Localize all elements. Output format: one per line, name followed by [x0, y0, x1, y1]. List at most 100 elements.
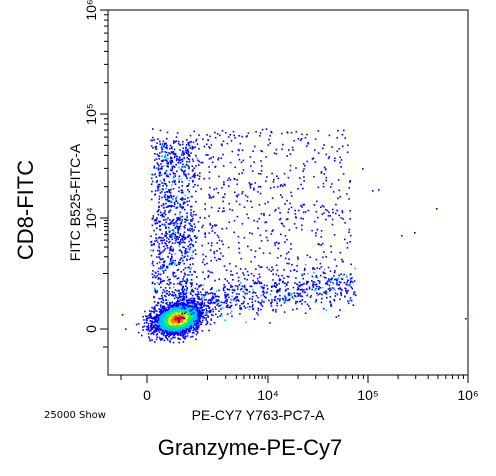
event-dot	[195, 304, 198, 307]
event-dot	[209, 195, 211, 198]
event-dot	[269, 252, 271, 255]
event-dot	[239, 268, 242, 270]
event-dot	[302, 211, 305, 214]
event-dot	[181, 327, 183, 330]
event-dot	[191, 165, 194, 167]
event-dot	[241, 223, 244, 225]
event-dot	[195, 140, 197, 142]
event-dot	[183, 288, 186, 291]
event-dot	[170, 146, 173, 148]
event-dot	[280, 255, 282, 257]
event-dot	[177, 238, 179, 240]
event-dot	[174, 227, 177, 229]
event-dot	[290, 206, 293, 209]
event-dot	[230, 310, 233, 313]
event-dot	[194, 322, 196, 325]
event-dot	[174, 329, 176, 332]
event-dot	[189, 299, 191, 302]
event-dot	[183, 332, 186, 335]
event-dot	[197, 159, 199, 162]
event-dot	[150, 315, 152, 318]
event-dot	[189, 310, 191, 312]
event-dot	[323, 251, 325, 253]
event-dot	[155, 239, 158, 241]
event-dot	[160, 297, 162, 300]
event-dot	[190, 220, 192, 222]
event-dot	[159, 129, 162, 132]
event-dot	[297, 286, 299, 289]
event-dot	[183, 324, 186, 327]
event-dot	[196, 283, 198, 285]
event-dot	[170, 157, 172, 160]
event-dot	[211, 292, 213, 294]
event-dot	[195, 311, 197, 314]
event-dot	[181, 301, 183, 304]
event-dot	[193, 314, 196, 317]
event-dot	[196, 322, 199, 324]
event-dot	[330, 303, 332, 306]
event-dot	[157, 169, 160, 171]
event-dot	[162, 159, 164, 161]
event-dot	[325, 282, 327, 285]
event-dot	[204, 314, 206, 317]
event-dot	[183, 246, 185, 249]
event-dot	[170, 151, 173, 153]
event-dot	[322, 185, 325, 188]
event-dot	[346, 283, 348, 286]
event-dot	[169, 304, 171, 306]
event-dot	[225, 131, 227, 134]
event-dot	[288, 208, 290, 210]
event-dot	[155, 181, 158, 183]
event-dot	[182, 321, 184, 324]
event-dot	[185, 248, 187, 250]
event-dot	[164, 308, 167, 310]
event-dot	[200, 314, 202, 317]
event-dot	[165, 159, 167, 161]
event-dot	[171, 306, 174, 308]
event-dot	[198, 305, 201, 307]
event-dot	[275, 153, 278, 155]
event-dot	[191, 228, 193, 230]
event-dot	[175, 275, 177, 277]
event-dot	[179, 261, 182, 264]
event-dot	[343, 281, 346, 284]
event-dot	[301, 290, 304, 293]
event-dot	[248, 298, 251, 300]
event-dot	[179, 249, 181, 252]
event-dot	[169, 333, 171, 335]
event-dot	[159, 251, 161, 254]
plot-frame	[107, 9, 469, 376]
event-dot	[154, 190, 157, 192]
event-dot	[261, 128, 264, 131]
event-dot	[230, 305, 232, 307]
event-dot	[237, 285, 239, 288]
event-dot	[167, 331, 169, 334]
event-dot	[121, 314, 124, 316]
event-dot	[307, 209, 310, 212]
event-dot	[160, 239, 162, 242]
event-dot	[230, 140, 233, 142]
event-dot	[218, 175, 220, 178]
event-dot	[156, 321, 159, 324]
event-dot	[320, 230, 323, 232]
event-dot	[273, 186, 275, 189]
y-tick-label: 10⁵	[83, 103, 99, 124]
event-dot	[154, 194, 156, 196]
event-dot	[288, 149, 290, 151]
event-dot	[341, 133, 344, 136]
event-dot	[352, 281, 355, 284]
event-dot	[182, 302, 185, 305]
event-dot	[186, 148, 189, 151]
event-dot	[321, 204, 324, 207]
event-dot	[177, 337, 179, 339]
event-dot	[178, 159, 180, 162]
event-dot	[193, 306, 196, 309]
event-dot	[326, 209, 329, 212]
event-dot	[192, 290, 194, 292]
event-dot	[173, 304, 175, 306]
event-dot	[164, 287, 167, 289]
event-dot	[172, 247, 175, 250]
event-dot	[185, 144, 188, 146]
event-dot	[266, 291, 268, 294]
event-dot	[186, 335, 189, 337]
